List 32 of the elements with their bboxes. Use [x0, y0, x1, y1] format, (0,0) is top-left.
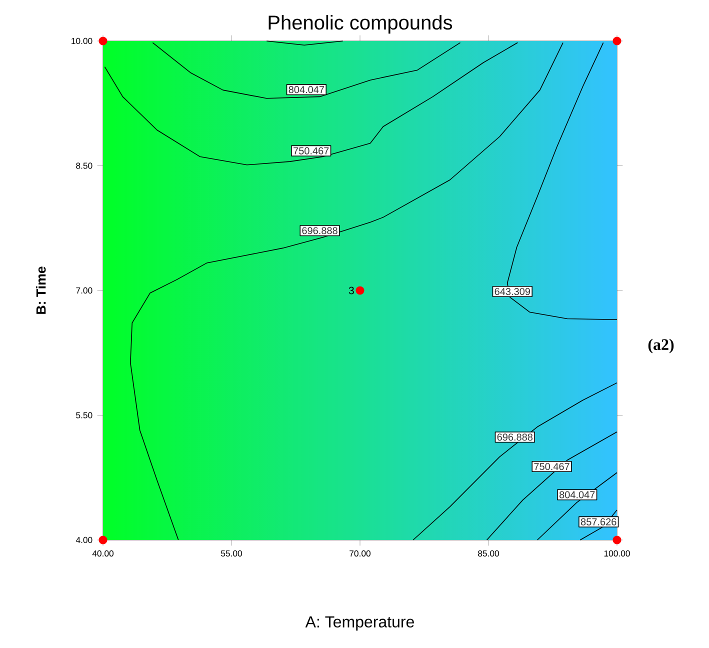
x-tick-label: 85.00 [478, 550, 499, 557]
x-tick-label: 100.00 [604, 550, 630, 557]
chart-title: Phenolic compounds [268, 14, 452, 34]
y-axis-title: B: Time [36, 266, 46, 314]
x-tick-label: 70.00 [350, 550, 370, 557]
y-tick-label: 7.00 [76, 287, 92, 294]
point [612, 36, 622, 46]
series-label: 696.888 [302, 227, 338, 234]
point [98, 536, 108, 544]
line-series [104, 42, 518, 166]
series-label: 857.626 [580, 518, 616, 526]
line-series [486, 431, 618, 540]
series-label: 750.467 [534, 462, 570, 470]
series-label: 750.467 [294, 147, 329, 154]
point [612, 536, 622, 544]
x-axis-title: A: Temperature [305, 616, 414, 631]
point [98, 36, 108, 46]
y-tick-label: 8.50 [76, 162, 92, 169]
series-label: 696.888 [497, 434, 533, 441]
series-label: 643.309 [494, 288, 530, 296]
series-label: 804.047 [559, 491, 595, 498]
y-tick-label: 5.50 [76, 412, 92, 418]
x-tick-label: 40.00 [92, 550, 114, 557]
line-series [152, 42, 461, 99]
y-tick-label: 10.00 [72, 38, 92, 44]
y-tick-label: 4.00 [76, 536, 92, 544]
point [356, 286, 364, 295]
series-label: 804.047 [288, 86, 324, 94]
annotation: 3 [348, 286, 354, 294]
text: (a2) [648, 338, 674, 354]
line-series [412, 382, 618, 540]
x-tick-label: 55.00 [221, 550, 242, 557]
